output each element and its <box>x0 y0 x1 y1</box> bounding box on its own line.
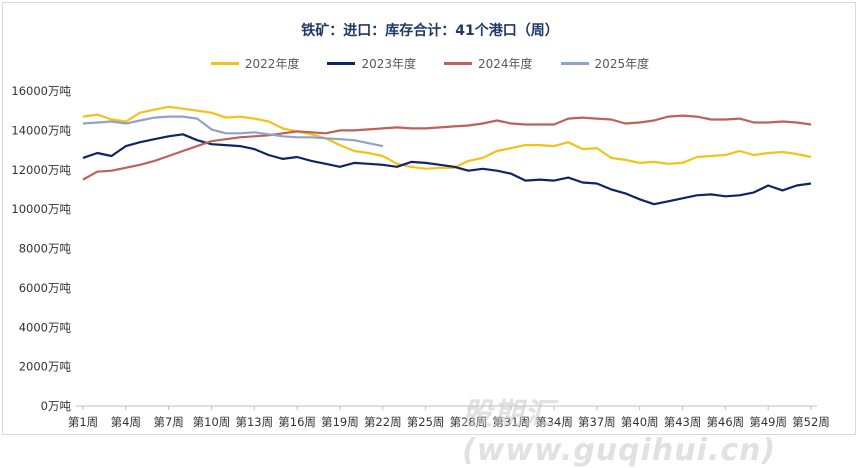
x-tick-label: 第43周 <box>664 415 702 429</box>
x-tick-label: 第34周 <box>535 415 573 429</box>
legend-label-2025: 2025年度 <box>594 57 650 71</box>
x-tick-label: 第1周 <box>68 415 98 429</box>
legend-label-2023: 2023年度 <box>361 57 416 71</box>
x-tick-label: 第4周 <box>111 415 141 429</box>
legend-item-2023[interactable]: 2023年度 <box>327 55 416 72</box>
legend-item-2025[interactable]: 2025年度 <box>560 55 650 72</box>
x-tick-label: 第16周 <box>278 415 316 429</box>
legend-item-2024[interactable]: 2024年度 <box>444 55 533 72</box>
watermark: 股期汇(www.guqihui.cn) <box>462 397 777 468</box>
y-tick-label: 12000万吨 <box>11 163 71 177</box>
y-tick-label: 14000万吨 <box>11 123 71 137</box>
series-line-2025年度 <box>82 115 384 148</box>
x-tick-label: 第31周 <box>492 415 530 429</box>
x-tick-label: 第49周 <box>749 415 787 429</box>
legend-label-2024: 2024年度 <box>478 57 533 71</box>
x-tick-label: 第37周 <box>578 415 616 429</box>
x-tick-label: 第28周 <box>450 415 488 429</box>
x-tick-label: 第7周 <box>153 415 183 429</box>
x-tick-label: 第19周 <box>321 415 359 429</box>
x-tick-label: 第40周 <box>621 415 659 429</box>
legend-label-2022: 2022年度 <box>244 57 300 71</box>
x-tick-label: 第52周 <box>792 415 830 429</box>
y-tick-label: 10000万吨 <box>11 202 71 216</box>
x-tick-label: 第25周 <box>407 415 445 429</box>
y-tick-label: 4000万吨 <box>19 320 72 334</box>
y-tick-label: 16000万吨 <box>11 84 71 98</box>
x-tick-label: 第22周 <box>364 415 402 429</box>
series-line-2022年度 <box>82 105 812 170</box>
x-tick-label: 第10周 <box>193 415 231 429</box>
chart-frame <box>2 2 856 435</box>
x-tick-label: 第13周 <box>235 415 273 429</box>
y-tick-label: 2000万吨 <box>19 360 72 374</box>
y-tick-label: 8000万吨 <box>19 242 72 256</box>
legend-swatch-2022 <box>210 62 239 65</box>
legend-swatch-2025 <box>560 62 589 65</box>
legend-swatch-2024 <box>444 62 472 65</box>
y-tick-label: 0万吨 <box>41 399 72 413</box>
series-line-2024年度 <box>82 114 812 181</box>
chart-legend: 2022年度 2023年度 2024年度 2025年度 <box>0 55 860 72</box>
legend-item-2022[interactable]: 2022年度 <box>210 55 300 72</box>
legend-swatch-2023 <box>327 62 356 65</box>
series-line-2023年度 <box>82 133 812 206</box>
y-tick-label: 6000万吨 <box>19 281 72 295</box>
line-chart: 0万吨 2000万吨 4000万吨 6000万吨 8000万吨 10000万吨 12000万… <box>11 84 830 429</box>
chart-title: 铁矿：进口：库存合计：41个港口（周） <box>301 23 559 39</box>
x-tick-label: 第46周 <box>707 415 745 429</box>
